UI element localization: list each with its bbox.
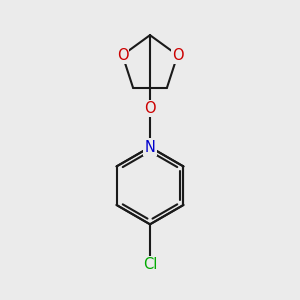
Text: Cl: Cl: [143, 257, 157, 272]
Text: N: N: [145, 140, 155, 154]
Text: O: O: [144, 101, 156, 116]
Text: O: O: [117, 48, 128, 63]
Text: O: O: [172, 48, 183, 63]
